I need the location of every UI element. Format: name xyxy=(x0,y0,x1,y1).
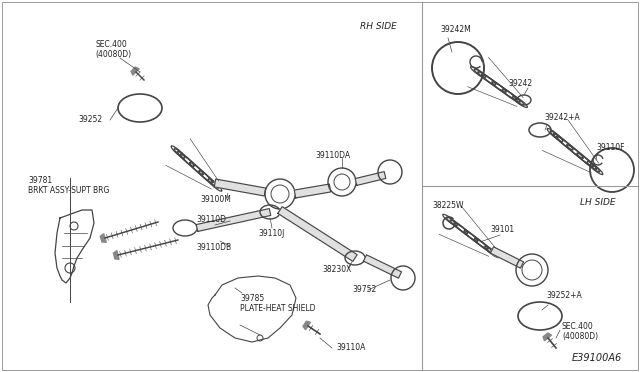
Polygon shape xyxy=(543,333,552,341)
Text: 39242M: 39242M xyxy=(440,25,471,34)
Polygon shape xyxy=(490,247,524,268)
Text: 39252: 39252 xyxy=(78,115,102,125)
Text: 39752: 39752 xyxy=(352,285,376,295)
Text: 39242: 39242 xyxy=(508,78,532,87)
Text: SEC.400
(40080D): SEC.400 (40080D) xyxy=(562,322,598,341)
Text: 38225W: 38225W xyxy=(432,201,463,209)
Polygon shape xyxy=(214,179,266,196)
Text: 39242+A: 39242+A xyxy=(544,113,580,122)
Text: 39101: 39101 xyxy=(490,225,514,234)
Text: E39100A6: E39100A6 xyxy=(572,353,622,363)
Text: LH SIDE: LH SIDE xyxy=(580,198,616,207)
Text: 39100M: 39100M xyxy=(200,196,231,205)
Text: 39110J: 39110J xyxy=(258,230,284,238)
Text: 39110DB: 39110DB xyxy=(196,244,231,253)
Text: SEC.400
(40080D): SEC.400 (40080D) xyxy=(95,40,131,60)
Text: 39781
BRKT ASSY-SUPT BRG: 39781 BRKT ASSY-SUPT BRG xyxy=(28,176,109,195)
Text: 39110DA: 39110DA xyxy=(315,151,350,160)
Text: 39252+A: 39252+A xyxy=(546,292,582,301)
Text: RH SIDE: RH SIDE xyxy=(360,22,397,31)
Text: 39785
PLATE-HEAT SHIELD: 39785 PLATE-HEAT SHIELD xyxy=(240,294,316,313)
Text: 39110D: 39110D xyxy=(196,215,226,224)
Polygon shape xyxy=(355,171,386,185)
Text: 39110A: 39110A xyxy=(336,343,365,353)
Polygon shape xyxy=(303,321,310,330)
Polygon shape xyxy=(294,184,331,198)
Polygon shape xyxy=(196,209,271,231)
Polygon shape xyxy=(364,255,401,278)
Polygon shape xyxy=(113,251,119,259)
Polygon shape xyxy=(100,234,106,242)
Text: 38230X: 38230X xyxy=(322,266,351,275)
Text: 39110F: 39110F xyxy=(596,144,625,153)
Polygon shape xyxy=(278,206,357,262)
Polygon shape xyxy=(131,67,139,75)
